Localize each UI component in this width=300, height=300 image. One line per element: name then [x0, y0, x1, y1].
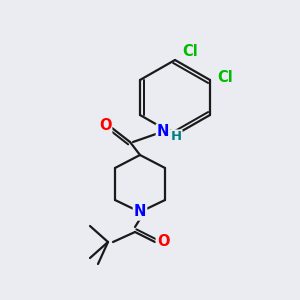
Text: O: O — [157, 233, 169, 248]
Text: Cl: Cl — [217, 70, 233, 86]
Text: N: N — [134, 205, 146, 220]
Text: O: O — [99, 118, 111, 134]
Text: H: H — [170, 130, 182, 143]
Text: Cl: Cl — [182, 44, 198, 59]
Text: N: N — [157, 124, 169, 140]
